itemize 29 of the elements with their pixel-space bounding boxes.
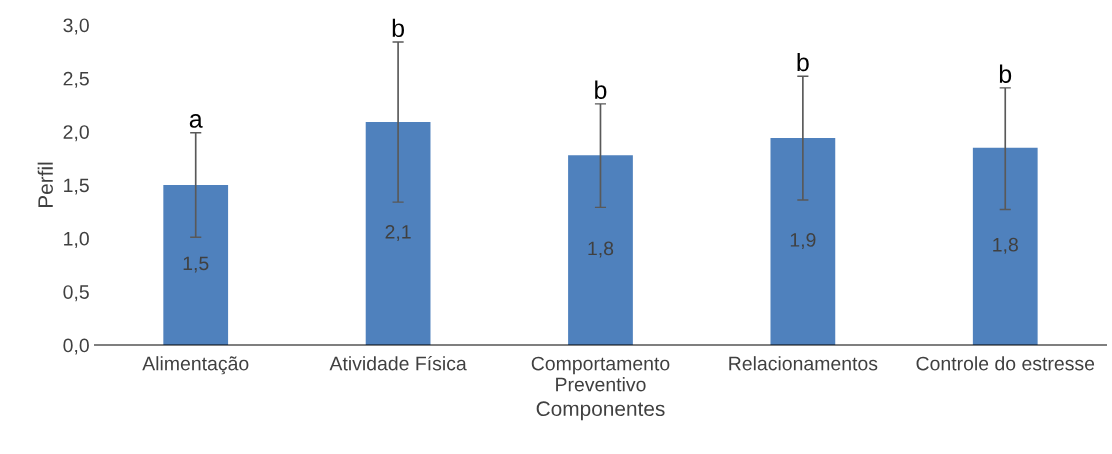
x-tick-label: Atividade Física: [329, 355, 467, 371]
x-tick-label: Comportamento Preventivo: [531, 356, 670, 392]
annotation: b: [999, 64, 1012, 83]
annotation: b: [392, 18, 404, 38]
y-tick-label: 2,0: [63, 125, 89, 142]
annotation: b: [797, 52, 809, 72]
data-label: 1,8: [993, 237, 1018, 254]
x-tick-label: Controle do estresse: [916, 356, 1095, 371]
bar: [568, 155, 633, 346]
y-tick-label: 1,5: [64, 178, 89, 195]
x-tick-label: Alimentação: [142, 356, 249, 375]
x-axis-title: Componentes: [536, 401, 665, 421]
data-label: 1,5: [183, 256, 209, 273]
y-tick-label: 3,0: [63, 18, 89, 35]
bar: [365, 122, 431, 346]
bar: [163, 185, 229, 346]
x-tick-label: Relacionamentos: [729, 356, 878, 371]
bar: [770, 138, 836, 346]
data-label: 1,8: [588, 241, 614, 258]
data-label: 2,1: [385, 225, 411, 242]
y-tick-label: 0,5: [63, 285, 89, 302]
y-tick-label: 0,0: [63, 338, 89, 355]
y-tick-label: 2,5: [63, 71, 89, 88]
bar: [972, 147, 1038, 346]
data-label: 1,9: [790, 233, 816, 250]
annotation: a: [189, 114, 203, 128]
y-axis-title: Perfil: [37, 162, 53, 208]
y-tick-label: 1,0: [64, 231, 89, 248]
annotation: b: [595, 80, 607, 99]
